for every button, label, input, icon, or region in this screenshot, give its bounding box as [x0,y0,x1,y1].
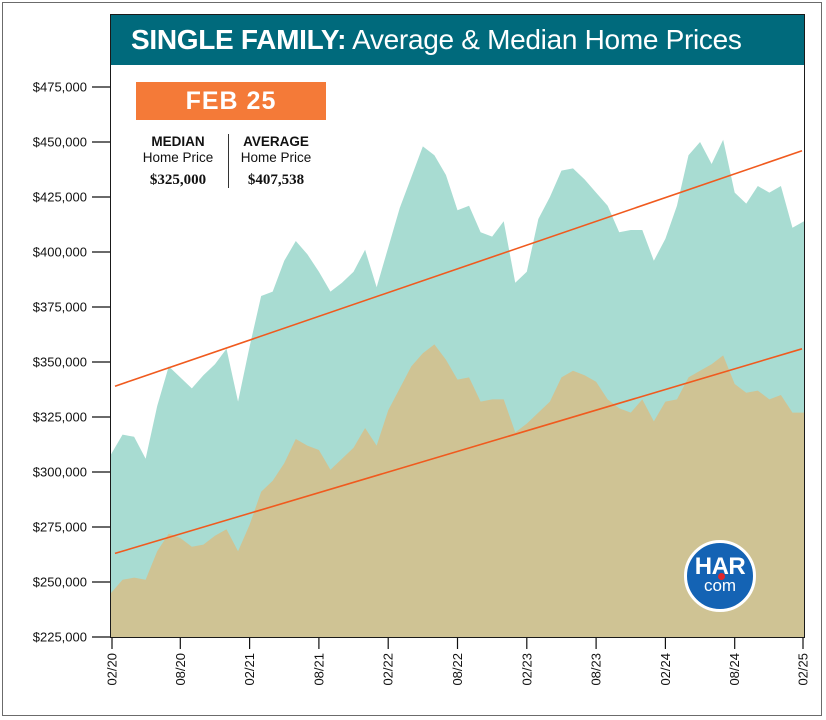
x-tick-label: 02/25 [796,653,811,686]
x-tick-label: 02/20 [105,653,120,686]
x-tick-label: 02/22 [381,653,396,686]
average-label: AVERAGE [243,134,309,149]
median-sublabel: Home Price [142,150,214,165]
stat-divider [228,134,229,188]
x-tick-label: 08/22 [450,653,465,686]
trendline-average [114,150,803,387]
har-logo-bottom: com [703,576,737,595]
y-tick-label: $325,000 [33,410,87,425]
trendline-layer [114,150,803,555]
x-tick-label: 02/21 [242,653,257,686]
chart-title-bold: SINGLE FAMILY: [131,24,347,55]
y-tick-label: $225,000 [33,630,87,645]
x-tick-label: 08/21 [311,653,326,686]
average-stat: AVERAGE Home Price $407,538 [226,134,326,189]
har-logo-dot [718,573,725,580]
chart-title-rest: Average & Median Home Prices [346,24,742,55]
date-badge: FEB 25 [136,82,326,120]
median-value: $325,000 [149,172,207,188]
x-tick-label: 08/24 [727,653,742,686]
axis-layer: $225,000 $250,000 $275,000 $300,000 $325,000… [33,80,811,686]
average-sublabel: Home Price [240,150,312,165]
x-tick-label: 02/24 [658,653,673,686]
har-logo: HAR com [684,540,756,612]
x-tick-label: 08/20 [173,653,188,686]
x-tick-label: 02/23 [519,653,534,686]
area-layer [111,139,804,638]
series-area-median [111,344,804,637]
median-label: MEDIAN [151,134,205,149]
y-tick-label: $450,000 [33,135,87,150]
y-tick-label: $350,000 [33,355,87,370]
x-tick-label: 08/23 [589,653,604,686]
y-tick-label: $250,000 [33,575,87,590]
y-tick-label: $425,000 [33,190,87,205]
y-tick-label: $400,000 [33,245,87,260]
y-tick-label: $475,000 [33,80,87,95]
y-tick-label: $375,000 [33,300,87,315]
median-stat: MEDIAN Home Price $325,000 [128,134,228,189]
y-tick-label: $300,000 [33,465,87,480]
average-value: $407,538 [247,172,305,188]
y-tick-label: $275,000 [33,520,87,535]
trendline-median [114,348,803,555]
chart-title: SINGLE FAMILY: Average & Median Home Pri… [111,15,804,65]
